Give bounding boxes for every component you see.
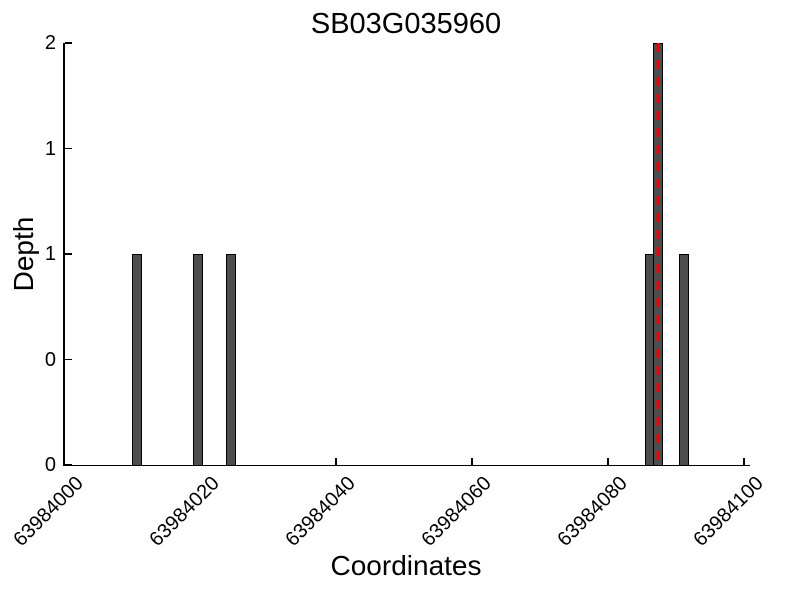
- depth-bar: [678, 254, 690, 465]
- depth-bar: [131, 254, 142, 465]
- depth-bar: [226, 254, 237, 465]
- x-tick: [743, 457, 745, 465]
- y-axis-line: [63, 43, 65, 466]
- y-tick: [64, 358, 72, 361]
- y-tick-label: 1: [44, 137, 56, 160]
- x-tick-label: 63984020: [145, 472, 224, 551]
- y-tick: [64, 253, 72, 255]
- x-tick: [471, 457, 473, 465]
- y-tick: [64, 147, 72, 150]
- x-tick-label: 63984000: [9, 472, 88, 551]
- y-tick-label: 1: [44, 243, 56, 265]
- x-tick-label: 63984060: [417, 472, 496, 551]
- y-tick-label: 0: [44, 348, 56, 371]
- chart-title: SB03G035960: [310, 8, 502, 40]
- y-tick: [64, 42, 72, 44]
- x-tick-label: 63984100: [689, 472, 768, 551]
- x-axis-line: [63, 464, 750, 467]
- y-tick-label: 2: [44, 32, 56, 54]
- depth-bar: [192, 254, 204, 465]
- x-tick-label: 63984080: [553, 472, 632, 551]
- x-tick-label: 63984040: [281, 472, 360, 551]
- x-axis-label: Coordinates: [330, 550, 482, 581]
- x-tick: [63, 457, 65, 465]
- x-tick: [607, 457, 609, 465]
- y-tick-label: 0: [44, 454, 56, 476]
- y-tick: [64, 464, 72, 466]
- x-tick: [335, 457, 337, 465]
- red-dashed-marker-line: [656, 43, 660, 465]
